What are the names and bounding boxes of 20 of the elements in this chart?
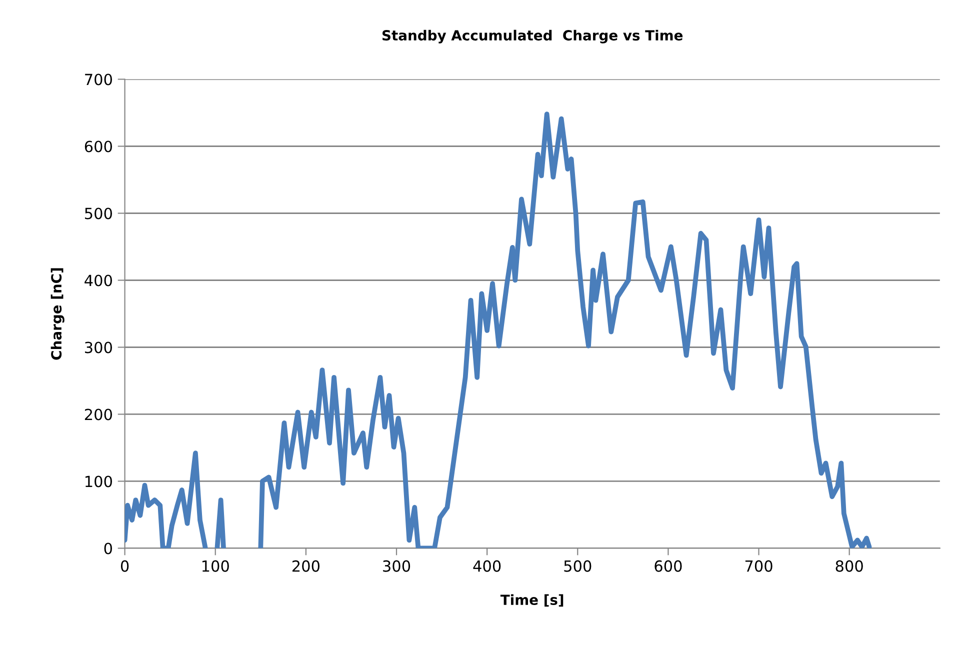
x-tick-label: 100 (202, 560, 229, 572)
x-tick-label: 600 (654, 560, 682, 572)
y-tick-label: 0 (104, 542, 112, 554)
x-tick-label: 700 (745, 560, 772, 572)
y-tick-label: 400 (84, 274, 112, 286)
y-tick-label: 200 (84, 408, 112, 420)
y-tick-label: 600 (84, 140, 112, 152)
x-tick-label: 800 (836, 560, 863, 572)
x-tick-label: 300 (383, 560, 410, 572)
y-tick-label: 100 (86, 476, 112, 488)
x-tick-label: 0 (120, 560, 129, 572)
x-tick-label: 500 (564, 560, 592, 572)
y-axis-title: Charge [nC] (50, 268, 64, 360)
y-tick-label: 300 (85, 342, 112, 354)
x-tick-label: 200 (292, 560, 320, 572)
chart-title: Standby Accumulated Charge vs Time (382, 30, 683, 44)
x-tick-label: 400 (473, 560, 501, 572)
x-axis-title: Time [s] (500, 594, 564, 607)
y-tick-label: 700 (85, 74, 112, 86)
y-tick-label: 500 (85, 208, 112, 220)
